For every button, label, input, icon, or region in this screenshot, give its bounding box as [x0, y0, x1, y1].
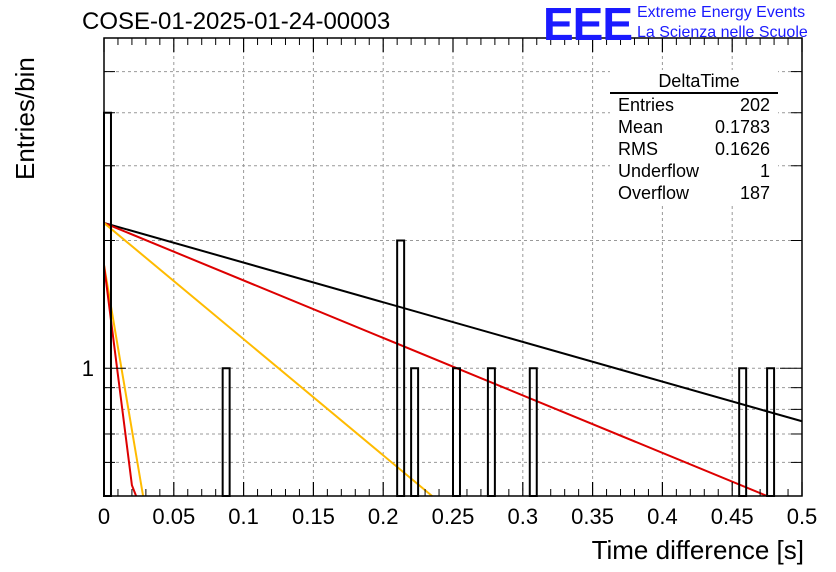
fit-curve — [103, 221, 768, 497]
stats-label: Mean — [618, 117, 664, 137]
stats-row: Overflow 187 — [610, 182, 778, 204]
x-tick-label: 0.1 — [228, 504, 259, 529]
stats-value: 202 — [739, 95, 770, 115]
x-tick-label: 0.35 — [571, 504, 614, 529]
x-tick-labels: 0 0.05 0.1 0.15 0.2 0.25 0.3 0.35 0.4 0.45 0.5 — [98, 504, 817, 529]
stats-row: Mean 0.1783 — [610, 116, 778, 138]
stats-label: Underflow — [618, 161, 700, 181]
x-tick-label: 0.25 — [432, 504, 475, 529]
y-tick-labels: 1 — [82, 356, 94, 381]
stats-row: Entries 202 — [610, 94, 778, 116]
stats-label: Overflow — [618, 183, 690, 203]
fit-curves — [103, 221, 803, 497]
x-tick-label: 0.4 — [647, 504, 678, 529]
y-tick-label: 1 — [82, 356, 94, 381]
x-tick-label: 0.45 — [711, 504, 754, 529]
fit-curve — [103, 264, 138, 497]
x-tick-label: 0.2 — [368, 504, 399, 529]
x-axis-label: Time difference [s] — [591, 535, 804, 565]
stats-row: RMS 0.1626 — [610, 138, 778, 160]
x-tick-label: 0.05 — [152, 504, 195, 529]
y-axis-label: Entries/bin — [10, 57, 40, 180]
chart-title: COSE-01-2025-01-24-00003 — [82, 8, 391, 35]
fit-curve — [103, 221, 803, 423]
stats-label: Entries — [618, 95, 675, 115]
stats-title: DeltaTime — [610, 70, 778, 94]
x-tick-label: 0.15 — [292, 504, 335, 529]
axis-ticks — [103, 37, 803, 497]
x-tick-label: 0.3 — [508, 504, 539, 529]
fit-curve — [103, 222, 433, 497]
x-tick-label: 0 — [98, 504, 110, 529]
stats-box: DeltaTime Entries 202 Mean 0.1783 RMS 0.162… — [610, 70, 778, 204]
brand-line-1: Extreme Energy Events — [637, 4, 806, 21]
brand-text: Extreme Energy Events La Scienza nelle S… — [637, 3, 808, 43]
brand-line-2: La Scienza nelle Scuole — [637, 24, 808, 41]
stats-value: 0.1626 — [714, 139, 770, 159]
stats-value: 187 — [739, 183, 770, 203]
eee-logo: EEE — [543, 0, 633, 50]
stats-value: 0.1783 — [714, 117, 770, 137]
stats-row: Underflow 1 — [610, 160, 778, 182]
x-tick-label: 0.5 — [787, 504, 818, 529]
stats-value: 1 — [759, 161, 770, 181]
stats-label: RMS — [618, 139, 658, 159]
fit-curve — [103, 264, 145, 497]
